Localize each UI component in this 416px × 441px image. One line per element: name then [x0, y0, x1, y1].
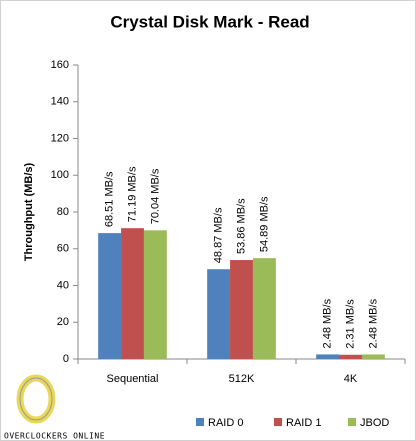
- data-label: 2.48 MB/s: [367, 298, 379, 348]
- bar: [252, 258, 276, 359]
- chart-title: Crystal Disk Mark - Read: [110, 12, 309, 31]
- bar: [143, 230, 167, 359]
- x-tick-label: Sequential: [107, 373, 159, 385]
- data-label: 2.31 MB/s: [344, 299, 356, 349]
- bar: [121, 228, 144, 359]
- bar: [98, 233, 122, 359]
- legend-swatch: [348, 418, 356, 426]
- bar: [339, 354, 362, 359]
- bar: [316, 354, 340, 359]
- y-tick-label: 0: [63, 353, 69, 365]
- y-tick-label: 160: [51, 59, 69, 71]
- data-label: 70.04 MB/s: [149, 168, 161, 224]
- logo-outline: [19, 377, 53, 421]
- x-tick-label: 512K: [229, 373, 255, 385]
- bar: [230, 260, 253, 359]
- y-axis-title: Throughput (MB/s): [23, 162, 35, 261]
- data-label: 54.89 MB/s: [258, 196, 270, 252]
- legend-label: RAID 1: [286, 417, 321, 429]
- legend-label: RAID 0: [208, 417, 243, 429]
- data-label: 68.51 MB/s: [104, 171, 116, 227]
- y-tick-label: 140: [51, 96, 69, 108]
- legend-swatch: [274, 418, 282, 426]
- data-label: 2.48 MB/s: [322, 298, 334, 348]
- bar: [207, 269, 231, 359]
- data-label: 48.87 MB/s: [213, 207, 225, 263]
- data-label: 71.19 MB/s: [126, 166, 138, 222]
- watermark: OVERCLOCKERS ONLINE: [4, 432, 105, 441]
- y-tick-label: 60: [57, 243, 69, 255]
- y-tick-label: 20: [57, 316, 69, 328]
- y-tick-label: 100: [51, 169, 69, 181]
- data-label: 53.86 MB/s: [235, 198, 247, 254]
- logo: [16, 374, 56, 424]
- x-tick-label: 4K: [344, 373, 358, 385]
- legend-swatch: [196, 418, 204, 426]
- y-tick-label: 80: [57, 206, 69, 218]
- legend-label: JBOD: [360, 417, 389, 429]
- bar: [361, 354, 385, 359]
- y-tick-label: 40: [57, 279, 69, 291]
- y-tick-label: 120: [51, 132, 69, 144]
